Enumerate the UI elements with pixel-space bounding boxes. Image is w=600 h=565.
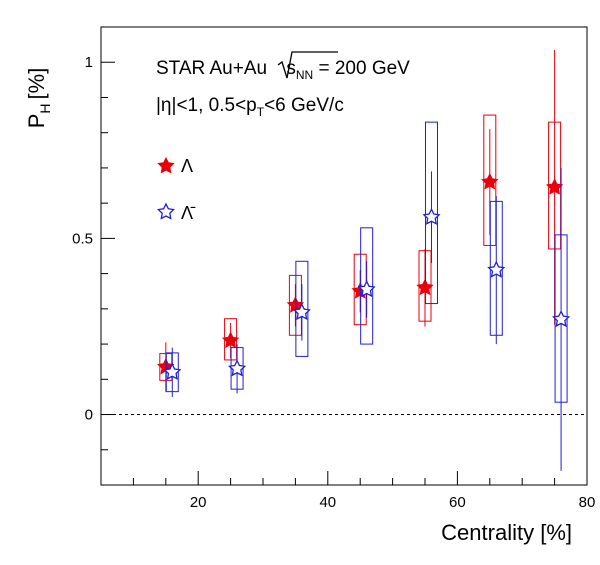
y-axis-title-unit: [%] (24, 68, 49, 100)
data-layer (157, 49, 571, 471)
annotation-line-1: STAR Au+Au sNN = 200 GeV (156, 51, 410, 82)
legend-label-antilambda: Λ̄ (181, 203, 196, 223)
data-point (545, 178, 564, 195)
annotation-1-sqrt: s (286, 58, 296, 79)
x-axis-title: Centrality [%] (441, 520, 572, 545)
data-point (481, 172, 499, 190)
sys-error-box (295, 260, 309, 357)
annotation-1-suffix: = 200 GeV (313, 58, 410, 79)
annotation-2-prefix: |η|<1, 0.5<p (156, 95, 257, 116)
legend-label-lambda: Λ (181, 156, 193, 176)
axis-ticks: 20 40 60 80 0 0.5 1 (72, 54, 595, 511)
data-point (228, 359, 247, 377)
plot-frame (100, 26, 588, 486)
x-tick-label: 80 (579, 494, 596, 511)
annotation-2-sub: T (257, 105, 265, 119)
legend-marker-antilambda (156, 202, 176, 220)
data-point (221, 331, 240, 348)
sys-error-box (360, 227, 374, 345)
data-point (357, 280, 376, 298)
legend: Λ Λ̄ (156, 156, 196, 223)
data-point (163, 362, 182, 380)
x-tick-label: 60 (449, 494, 466, 511)
data-point (552, 309, 571, 328)
sqrt-symbol (277, 51, 338, 79)
legend-entry-lambda: Λ (157, 156, 193, 176)
annotation-1-prefix: STAR Au+Au (156, 58, 272, 79)
data-point (292, 302, 311, 321)
data-point (487, 260, 506, 278)
annotation-1-sub: NN (296, 68, 313, 82)
series-antilambda (163, 121, 571, 471)
y-axis-title-sub: H (37, 103, 53, 113)
y-tick-label: 0 (85, 407, 93, 424)
plot-border (100, 26, 588, 486)
svg-text:STAR Au+Au sNN = 200 GeV: STAR Au+Au sNN = 200 GeV (156, 58, 410, 82)
data-point (422, 207, 441, 225)
annotation-line-2: |η|<1, 0.5<pT<6 GeV/c (156, 95, 344, 119)
y-tick-label: 1 (85, 54, 93, 71)
legend-marker-lambda (157, 156, 175, 174)
x-tick-label: 40 (319, 494, 336, 511)
y-axis-title: PH [%] (24, 68, 53, 129)
sys-error-box (424, 121, 438, 305)
legend-entry-antilambda: Λ̄ (156, 202, 196, 223)
annotation-2-suffix: <6 GeV/c (264, 95, 344, 116)
y-tick-label: 0.5 (72, 230, 93, 247)
y-axis-title-main: P (24, 114, 49, 129)
x-tick-label: 20 (190, 494, 207, 511)
